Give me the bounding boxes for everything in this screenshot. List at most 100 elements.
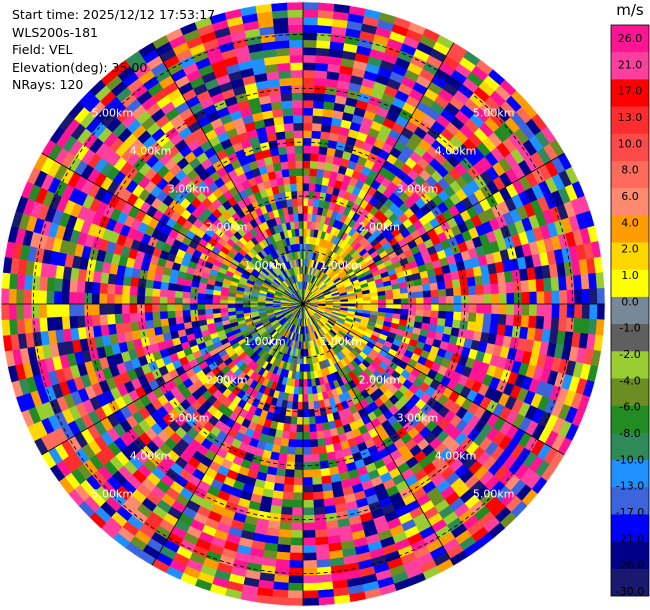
range-ring-label: 2.00km bbox=[359, 221, 401, 234]
velocity-cell bbox=[298, 379, 304, 388]
velocity-cell bbox=[408, 303, 417, 311]
velocity-cell bbox=[53, 290, 62, 305]
velocity-cell bbox=[459, 320, 469, 331]
nrays-label: NRays: 120 bbox=[12, 77, 84, 92]
velocity-cell bbox=[53, 316, 63, 331]
velocity-cell bbox=[595, 272, 605, 289]
velocity-cell bbox=[166, 303, 176, 312]
velocity-cell bbox=[219, 299, 228, 305]
field-label: Field: VEL bbox=[12, 42, 73, 57]
velocity-cell bbox=[559, 303, 568, 319]
velocity-cell bbox=[362, 296, 372, 302]
velocity-cell bbox=[275, 131, 286, 141]
velocity-cell bbox=[311, 461, 321, 471]
range-ring-label: 4.00km bbox=[130, 450, 172, 463]
velocity-cell bbox=[121, 303, 130, 314]
velocity-cell bbox=[566, 303, 576, 319]
velocity-cell bbox=[436, 281, 446, 291]
velocity-cell bbox=[489, 323, 499, 335]
velocity-cell bbox=[314, 415, 323, 425]
velocity-cell bbox=[275, 39, 290, 49]
velocity-cell bbox=[106, 283, 116, 295]
velocity-cell bbox=[292, 492, 304, 501]
velocity-cell bbox=[293, 469, 304, 478]
velocity-cell bbox=[30, 303, 40, 319]
range-ring-label: 3.00km bbox=[397, 183, 439, 196]
velocity-cell bbox=[295, 160, 304, 169]
velocity-cell bbox=[274, 566, 290, 576]
velocity-cell bbox=[190, 314, 199, 322]
velocity-cell bbox=[290, 416, 298, 425]
velocity-cell bbox=[385, 299, 394, 305]
velocity-cell bbox=[159, 303, 168, 312]
velocity-cell bbox=[289, 47, 304, 56]
velocity-cell bbox=[288, 575, 304, 584]
velocity-cell bbox=[322, 490, 334, 500]
range-ring-label: 4.00km bbox=[130, 145, 172, 158]
velocity-cell bbox=[8, 288, 17, 305]
velocity-cell bbox=[121, 294, 130, 305]
velocity-cell bbox=[129, 312, 139, 323]
velocity-cell bbox=[311, 476, 323, 486]
velocity-cell bbox=[46, 303, 55, 318]
velocity-cell bbox=[308, 190, 316, 200]
velocity-cell bbox=[528, 291, 538, 305]
velocity-cell bbox=[309, 168, 318, 177]
velocity-cell bbox=[302, 522, 316, 531]
velocity-cell bbox=[61, 278, 71, 293]
velocity-cell bbox=[544, 303, 553, 318]
velocity-cell bbox=[422, 283, 431, 292]
velocity-cell bbox=[385, 294, 394, 300]
velocity-cell bbox=[98, 293, 108, 305]
velocity-cell bbox=[106, 313, 116, 325]
velocity-cell bbox=[145, 278, 155, 289]
velocity-cell bbox=[573, 274, 583, 291]
velocity-cell bbox=[315, 54, 330, 64]
velocity-cell bbox=[38, 303, 47, 319]
velocity-cell bbox=[277, 146, 288, 156]
velocity-cell bbox=[151, 311, 161, 321]
velocity-cell bbox=[285, 461, 295, 471]
velocity-cell bbox=[476, 294, 485, 305]
velocity-cell bbox=[316, 574, 333, 584]
velocity-cell bbox=[160, 317, 170, 327]
velocity-cell bbox=[281, 498, 293, 508]
velocity-cell bbox=[204, 308, 214, 315]
velocity-cell bbox=[283, 115, 294, 125]
velocity-cell bbox=[151, 295, 160, 305]
velocity-cell bbox=[293, 477, 304, 486]
velocity-cell bbox=[277, 62, 292, 72]
velocity-cell bbox=[302, 514, 315, 524]
velocity-cell bbox=[302, 167, 311, 177]
velocity-cell bbox=[23, 289, 32, 305]
velocity-cell bbox=[313, 100, 325, 110]
velocity-cell bbox=[415, 297, 425, 305]
velocity-cell bbox=[189, 309, 199, 317]
velocity-cell bbox=[280, 506, 293, 516]
velocity-cell bbox=[152, 318, 162, 328]
velocity-cell bbox=[313, 400, 320, 410]
velocity-cell bbox=[288, 24, 304, 33]
velocity-cell bbox=[76, 280, 86, 293]
velocity-cell bbox=[559, 289, 568, 305]
velocity-cell bbox=[272, 490, 284, 500]
velocity-cell bbox=[282, 176, 291, 185]
velocity-cell bbox=[316, 430, 325, 440]
velocity-cell bbox=[535, 278, 545, 293]
velocity-cell bbox=[580, 273, 590, 290]
velocity-cell bbox=[197, 308, 206, 316]
velocity-cell bbox=[302, 492, 314, 501]
velocity-cell bbox=[114, 313, 124, 324]
velocity-cell bbox=[91, 281, 101, 294]
velocity-cell bbox=[302, 590, 319, 599]
velocity-cell bbox=[288, 39, 304, 48]
range-ring-label: 4.00km bbox=[435, 450, 477, 463]
velocity-cell bbox=[310, 446, 320, 456]
velocity-cell bbox=[302, 213, 308, 222]
velocity-cell bbox=[280, 92, 293, 102]
velocity-cell bbox=[302, 145, 312, 154]
velocity-cell bbox=[307, 386, 313, 395]
velocity-cell bbox=[536, 291, 545, 305]
velocity-cell bbox=[76, 303, 85, 317]
range-ring-label: 3.00km bbox=[397, 411, 439, 424]
